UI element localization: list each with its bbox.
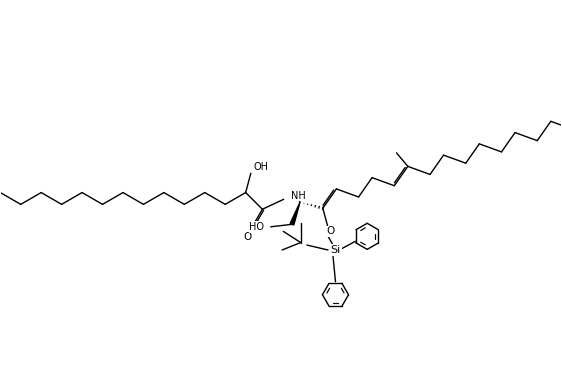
Text: OH: OH xyxy=(254,162,269,172)
Text: O: O xyxy=(327,226,334,236)
Text: NH: NH xyxy=(291,190,306,201)
Polygon shape xyxy=(290,202,300,225)
Text: HO: HO xyxy=(250,222,265,232)
Text: Si: Si xyxy=(330,245,341,255)
Text: O: O xyxy=(243,232,252,242)
